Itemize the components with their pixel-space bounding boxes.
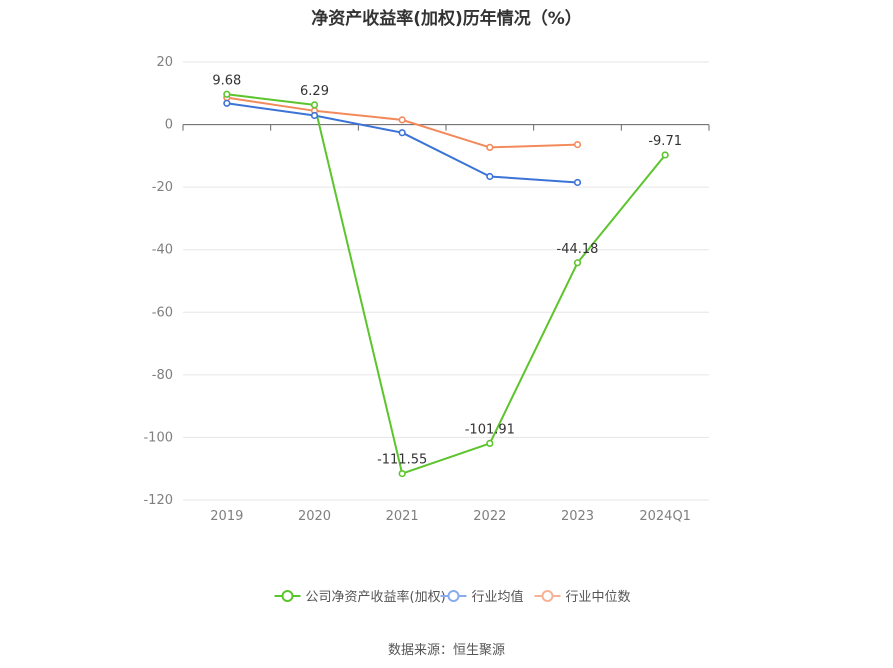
legend-label: 公司净资产收益率(加权) [306, 589, 446, 605]
data-point [661, 151, 669, 159]
y-axis: 20 0 -20 -40 -60 -80 -100 -120 [143, 55, 173, 508]
data-point [573, 178, 582, 187]
data-labels: 9.68 6.29 -111.55 -101.91 -44.18 -9.71 [212, 73, 682, 467]
legend-swatch-marker [447, 590, 460, 602]
data-point [573, 259, 582, 267]
y-tick-label: -100 [143, 430, 173, 445]
data-point [486, 439, 494, 448]
data-label: -44.18 [557, 242, 599, 257]
x-tick-label: 2023 [561, 509, 594, 524]
data-label: 6.29 [300, 84, 329, 99]
data-point [486, 143, 494, 152]
series-line-0 [226, 93, 666, 475]
y-tick-label: 20 [156, 55, 173, 70]
data-label: -111.55 [377, 453, 427, 468]
x-tick-label: 2024Q1 [639, 509, 691, 524]
x-tick-label: 2020 [298, 509, 331, 524]
y-tick-label: -80 [152, 368, 173, 383]
data-point [573, 140, 582, 149]
data-point [310, 101, 319, 109]
x-axis: 2019 2020 2021 2022 2023 2024Q1 [182, 124, 710, 524]
legend-label: 行业均值 [472, 589, 524, 605]
y-tick-label: -60 [152, 305, 173, 320]
data-point [486, 172, 494, 181]
legend-swatch-marker [281, 590, 294, 602]
data-point [310, 111, 319, 120]
legend-swatch-marker [541, 590, 554, 602]
y-tick-label: -20 [152, 180, 173, 195]
data-point [398, 129, 406, 137]
source-note: 数据来源：恒生聚源 [387, 643, 505, 658]
series-lines [226, 93, 666, 475]
y-tick-label: 0 [165, 118, 173, 133]
legend[interactable]: 公司净资产收益率(加权) 行业均值 行业中位数 [274, 589, 631, 605]
x-tick-label: 2021 [386, 509, 419, 524]
y-tick-label: -120 [143, 493, 173, 508]
chart-title: 净资产收益率(加权)历年情况（%） [311, 9, 582, 29]
data-point [398, 469, 406, 478]
data-label: -9.71 [648, 134, 682, 149]
data-point [398, 116, 406, 124]
y-tick-label: -40 [152, 243, 173, 258]
series-points [223, 90, 669, 478]
series-line-1 [226, 102, 578, 184]
data-point [223, 99, 231, 107]
x-tick-label: 2019 [210, 509, 243, 524]
data-label: 9.68 [212, 73, 241, 88]
data-label: -101.91 [465, 422, 515, 437]
data-point [223, 90, 231, 98]
x-tick-label: 2022 [473, 509, 506, 524]
legend-label: 行业中位数 [566, 590, 631, 605]
